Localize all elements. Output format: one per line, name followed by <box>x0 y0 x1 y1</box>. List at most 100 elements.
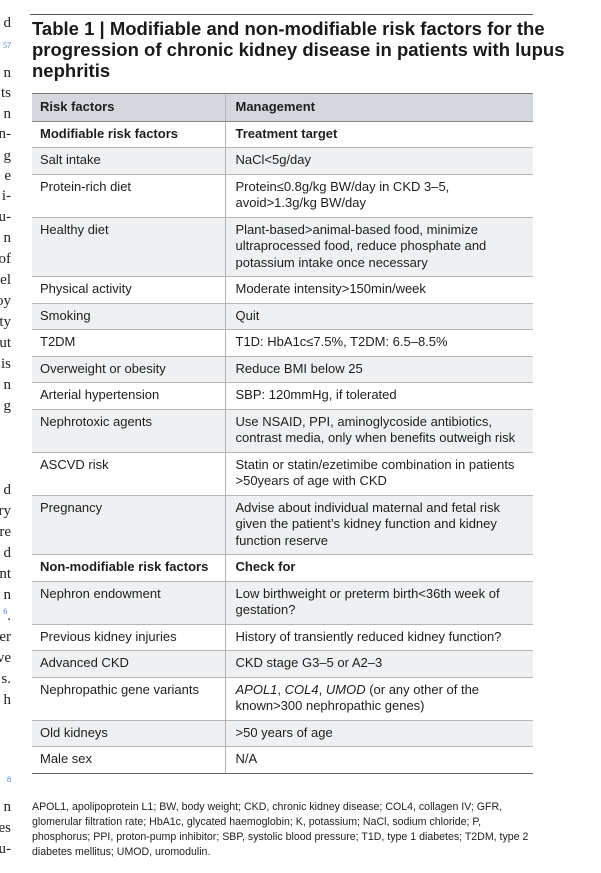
risk-factor-cell: Pregnancy <box>32 495 225 555</box>
left-column-fragment: ry <box>0 503 11 519</box>
left-column-fragment: oy <box>0 293 11 309</box>
reference-superscript[interactable]: 6 <box>3 607 8 616</box>
gene-name: UMOD <box>325 681 366 697</box>
left-column-fragment: er <box>0 629 11 645</box>
gene-name: COL4 <box>284 681 319 697</box>
risk-factor-cell: T2DM <box>32 329 225 357</box>
risk-factor-cell: Salt intake <box>32 147 225 175</box>
left-column-fragment: nt <box>0 566 11 582</box>
left-column-fragment: n <box>3 799 12 815</box>
table-row: ASCVD risk Statin or statin/ezetimibe com… <box>32 452 533 496</box>
risk-factor-cell: ASCVD risk <box>32 452 225 496</box>
management-cell: Protein≤0.8g/kg BW/day in CKD 3–5, avoid… <box>224 174 533 218</box>
left-column-fragment: n <box>3 106 12 122</box>
risk-factor-cell: Old kidneys <box>32 720 225 747</box>
left-column-fragment: u- <box>0 209 11 225</box>
left-column-fragment: g <box>3 398 12 414</box>
left-column-fragment: i- <box>1 188 11 204</box>
table-row: Salt intake NaCl<5g/day <box>32 147 533 175</box>
table-row: Physical activity Moderate intensity>150m… <box>32 276 533 304</box>
management-cell: APOL1, COL4, UMOD (or any other of the k… <box>224 677 533 721</box>
left-column-fragment: h <box>3 692 12 708</box>
risk-factor-cell: Nephropathic gene variants <box>32 677 225 721</box>
left-column-fragment: n <box>3 587 12 603</box>
risk-factor-cell: Male sex <box>32 746 225 774</box>
management-cell: History of transiently reduced kidney fu… <box>224 624 533 651</box>
risk-factor-cell: Physical activity <box>32 276 225 304</box>
reference-superscript[interactable]: 57 <box>3 41 11 50</box>
title-top-rule <box>30 14 533 15</box>
section-heading: Non-modifiable risk factors <box>32 554 225 582</box>
left-column-fragment: ut <box>0 335 11 351</box>
risk-factor-cell: Overweight or obesity <box>32 356 225 383</box>
gene-name: APOL1 <box>235 681 278 697</box>
table-row: Smoking Quit <box>32 303 533 330</box>
left-column-fragment: n <box>3 377 12 393</box>
management-cell: Moderate intensity>150min/week <box>224 276 533 304</box>
left-column-fragment: re <box>0 524 11 540</box>
risk-factor-cell: Nephron endowment <box>32 581 225 625</box>
table-row: Old kidneys >50 years of age <box>32 720 533 747</box>
left-column-fragment: of <box>0 251 11 267</box>
management-cell: Statin or statin/ezetimibe combination i… <box>224 452 533 496</box>
management-cell: Reduce BMI below 25 <box>224 356 533 383</box>
risk-factor-cell: Arterial hypertension <box>32 382 225 410</box>
management-cell: N/A <box>224 746 533 774</box>
table-row: Male sex N/A <box>32 746 533 774</box>
risk-factor-cell: Healthy diet <box>32 217 225 277</box>
left-column-fragment: is <box>0 356 11 372</box>
header-management: Management <box>224 93 533 122</box>
table-body: Modifiable risk factors Treatment target S… <box>32 121 533 774</box>
table-row: Protein-rich diet Protein≤0.8g/kg BW/day … <box>32 174 533 218</box>
gene-separator: , <box>318 681 326 697</box>
left-column-fragment: ty <box>0 314 11 330</box>
reference-superscript[interactable]: 8 <box>7 775 11 784</box>
left-column-fragment: 8 <box>7 776 11 792</box>
section-heading-row: Modifiable risk factors Treatment target <box>32 121 533 148</box>
left-column-fragment: d <box>3 482 12 498</box>
table-row: Pregnancy Advise about individual materna… <box>32 495 533 555</box>
left-column-text-fragments: d57ntsnn-gei-u-nofeloytyutisngdryredntn6… <box>0 0 14 873</box>
risk-factor-cell: Smoking <box>32 303 225 330</box>
risk-factor-cell: Previous kidney injuries <box>32 624 225 651</box>
header-risk-factors: Risk factors <box>32 93 225 122</box>
management-cell: >50 years of age <box>224 720 533 747</box>
left-column-fragment: ve <box>0 650 11 666</box>
table-row: T2DM T1D: HbA1c≤7.5%, T2DM: 6.5–8.5% <box>32 329 533 357</box>
table-row: Advanced CKD CKD stage G3–5 or A2–3 <box>32 650 533 678</box>
left-column-fragment: s. <box>1 671 11 687</box>
table-header-row: Risk factors Management <box>32 93 533 122</box>
table-row: Nephron endowment Low birthweight or pret… <box>32 581 533 625</box>
left-column-fragment: n <box>3 230 12 246</box>
left-column-fragment: e <box>4 168 11 184</box>
section-heading-row: Non-modifiable risk factors Check for <box>32 554 533 582</box>
management-cell: Use NSAID, PPI, aminoglycoside antibioti… <box>224 409 533 453</box>
left-column-fragment: el <box>0 272 11 288</box>
gene-separator: , <box>277 681 285 697</box>
risk-factor-cell: Advanced CKD <box>32 650 225 678</box>
table-row: Overweight or obesity Reduce BMI below 25 <box>32 356 533 383</box>
risk-factors-table: Risk factors Management Modifiable risk … <box>32 93 533 774</box>
table-row: Previous kidney injuries History of trans… <box>32 624 533 651</box>
left-column-fragment: 57 <box>3 42 11 58</box>
management-cell: Low birthweight or preterm birth<36th we… <box>224 581 533 625</box>
left-column-fragment: 6. <box>3 608 11 624</box>
section-subheading: Treatment target <box>224 121 533 148</box>
management-text: (or any other of the known>300 nephropat… <box>235 681 480 714</box>
management-cell: Advise about individual maternal and fet… <box>224 495 533 555</box>
table-row: Healthy diet Plant-based>animal-based foo… <box>32 217 533 277</box>
section-heading: Modifiable risk factors <box>32 121 225 148</box>
table-footnote: APOL1, apolipoprotein L1; BW, body weigh… <box>32 801 529 858</box>
left-column-fragment: g <box>3 148 12 164</box>
left-column-fragment: u- <box>0 841 11 857</box>
management-cell: CKD stage G3–5 or A2–3 <box>224 650 533 678</box>
management-cell: Plant-based>animal-based food, minimize … <box>224 217 533 277</box>
table-title: Table 1 | Modifiable and non-modifiable … <box>32 18 565 81</box>
table-row: Arterial hypertension SBP: 120mmHg, if to… <box>32 382 533 410</box>
risk-factor-cell: Protein-rich diet <box>32 174 225 218</box>
section-subheading: Check for <box>224 554 533 582</box>
left-column-fragment: es <box>0 820 11 836</box>
left-column-fragment: d <box>3 15 12 31</box>
left-column-fragment: n- <box>0 126 11 142</box>
left-column-fragment: n <box>3 65 12 81</box>
